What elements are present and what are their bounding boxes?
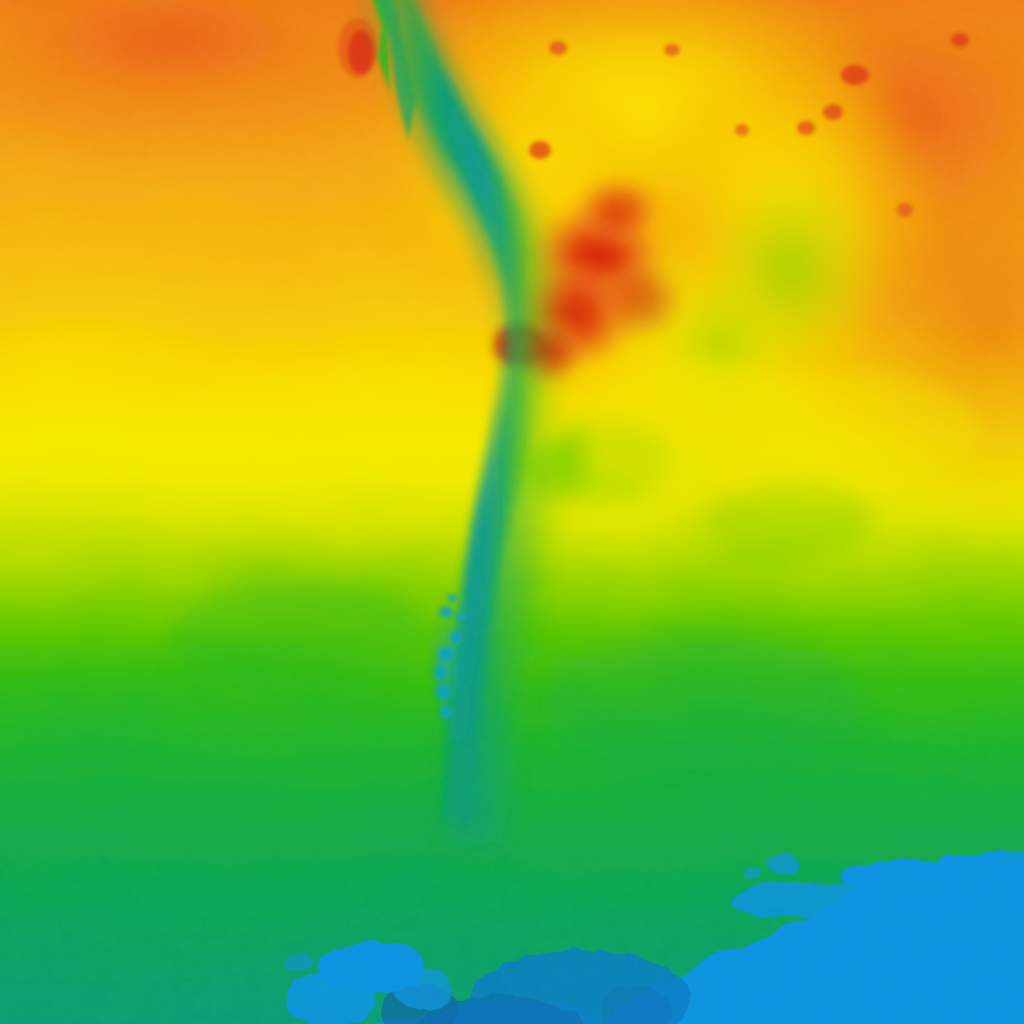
map-canvas — [0, 0, 1024, 1024]
climate-raster-map — [0, 0, 1024, 1024]
contour-banding — [0, 0, 1024, 1024]
